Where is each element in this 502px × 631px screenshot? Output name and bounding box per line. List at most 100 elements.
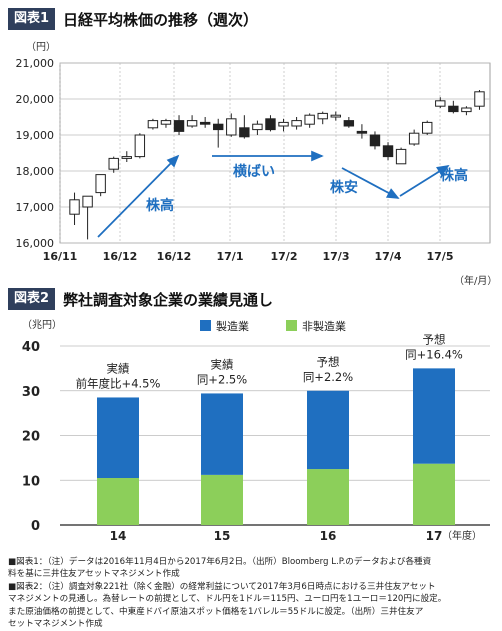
bar-annotation-line2: 前年度比+4.5% — [76, 376, 161, 390]
candle-body — [82, 195, 93, 208]
candle-body — [69, 199, 80, 215]
bar-manufacturing — [201, 393, 243, 475]
candle-body — [265, 118, 276, 131]
candle-body — [147, 120, 159, 129]
fig1-x-tick-label: 17/4 — [375, 250, 402, 263]
legend-label: 製造業 — [216, 319, 249, 333]
bars — [97, 368, 455, 525]
candles — [69, 90, 485, 240]
legend-swatch — [200, 320, 211, 331]
note-line: ■図表1：（注）データは2016年11月4日から2017年6月2日。（出所）Bl… — [8, 557, 432, 567]
fig1-y-tick-label: 21,000 — [16, 57, 55, 70]
fig1-plot-frame — [59, 62, 491, 244]
candle-body — [395, 148, 407, 165]
footnotes: ■図表1：（注）データは2016年11月4日から2017年6月2日。（出所）Bl… — [8, 556, 496, 630]
candle-body — [304, 114, 315, 125]
candle-body — [213, 123, 224, 131]
candle-body — [382, 145, 394, 158]
trend-arrow — [341, 167, 400, 199]
candle-body — [356, 130, 368, 134]
candle-body — [461, 107, 472, 113]
trend-arrows — [97, 150, 450, 238]
bar-nonmanufacturing — [201, 474, 243, 525]
bar-annotation-line2: 同+2.5% — [197, 372, 247, 386]
fig2-y-tick-label: 20 — [22, 430, 40, 445]
fig1-y-unit: （円） — [26, 41, 56, 53]
bar-annotation-line1: 実績 — [107, 361, 130, 375]
candle-body — [343, 120, 355, 127]
fig2-x-tick-label: 17 — [426, 529, 443, 543]
fig2-x-unit: （年度） — [442, 529, 482, 542]
candle-body — [474, 91, 485, 107]
candle-body — [317, 112, 328, 120]
candle-body — [369, 134, 381, 147]
trend-label: 横ばい — [233, 163, 275, 180]
fig1-x-tick-label: 16/12 — [103, 250, 138, 263]
note-line: また原油価格の前提として、中東産ドバイ原油スポット価格を1バレル＝55ドルに設定… — [8, 606, 424, 617]
fig1-y-tick-label: 16,000 — [16, 237, 55, 250]
candle-body — [239, 127, 250, 138]
trend-label: 株安 — [330, 179, 358, 196]
fig1-x-tick-label: 17/1 — [217, 250, 244, 263]
bar-nonmanufacturing — [307, 469, 349, 525]
fig1-x-tick-label: 16/11 — [43, 250, 78, 263]
fig2-y-unit: （兆円） — [22, 319, 62, 331]
fig2-y-tick-label: 10 — [22, 474, 40, 489]
candle-body — [108, 157, 119, 170]
candle-body — [186, 120, 198, 127]
candle-body — [330, 114, 341, 118]
fig1-header: 図表1 日経平均株価の推移（週次） — [8, 8, 258, 30]
bar-annotation-line1: 予想 — [423, 332, 446, 346]
fig2-x-tick-label: 15 — [214, 529, 231, 543]
fig1-x-tick-label: 16/12 — [157, 250, 192, 263]
bar-nonmanufacturing — [413, 463, 455, 525]
fig2-y-tick-label: 30 — [22, 385, 40, 400]
bar-annotation-line1: 予想 — [317, 355, 340, 369]
candle-body — [95, 174, 106, 194]
fig2-x-tick-label: 14 — [110, 529, 127, 543]
fig2-x-ticks: 14 15 16 17 — [110, 529, 443, 543]
trend-label: 株高 — [146, 197, 174, 214]
fig2-x-tick-label: 16 — [320, 529, 337, 543]
fig1-y-tick-label: 19,000 — [16, 129, 55, 142]
note-line: マネジメントの見通し。為替レートの前提として、ドル円を1ドル＝115円、ユーロ円… — [8, 594, 447, 605]
fig2-legend: 製造業 非製造業 — [200, 319, 346, 333]
candle-body — [435, 100, 446, 107]
candlestick-chart: （円） 16,000 17,000 18,000 19,000 20,000 21,000… — [16, 41, 498, 287]
fig2-y-tick-label: 0 — [31, 519, 40, 534]
fig1-x-tick-label: 17/2 — [271, 250, 298, 263]
trend-label: 株高 — [440, 167, 468, 184]
candle-body — [199, 121, 211, 125]
fig2-header: 図表2 弊社調査対象企業の業績見通し — [8, 288, 273, 310]
fig1-y-tick-label: 17,000 — [16, 201, 55, 214]
candle-body — [160, 120, 172, 125]
candle-body — [291, 120, 302, 127]
trend-arrow — [399, 165, 450, 197]
candle-body — [252, 123, 263, 131]
fig2-y-ticks: 0 10 20 30 40 — [22, 340, 40, 534]
bar-manufacturing — [97, 397, 139, 479]
bar-manufacturing — [413, 368, 455, 464]
legend-label: 非製造業 — [302, 319, 346, 333]
note-line: 料を基に三井住友アセットマネジメント作成 — [8, 569, 180, 580]
fig1-x-ticks: 16/11 16/12 16/12 17/1 17/2 17/3 17/4 17/5 — [43, 250, 454, 263]
fig2-title: 弊社調査対象企業の業績見通し — [63, 290, 274, 309]
fig1-title: 日経平均株価の推移（週次） — [63, 10, 259, 29]
legend-swatch — [286, 320, 297, 331]
fig1-x-tick-label: 17/5 — [427, 250, 454, 263]
trend-arrow — [97, 154, 180, 238]
fig1-y-tick-label: 20,000 — [16, 93, 55, 106]
candle-body — [422, 121, 433, 134]
bar-nonmanufacturing — [97, 478, 139, 525]
candle-body — [448, 105, 459, 113]
note-line: ■図表2：（注）調査対象221社（除く金融）の経常利益について2017年3月6日… — [8, 581, 436, 592]
candle-body — [408, 132, 420, 145]
bar-manufacturing — [307, 390, 349, 470]
fig1-y-tick-label: 18,000 — [16, 165, 55, 178]
candle-body — [121, 156, 132, 159]
candle-body — [278, 121, 289, 127]
fig1-y-ticks: 16,000 17,000 18,000 19,000 20,000 21,000 — [16, 57, 55, 250]
fig1-gridlines — [59, 62, 491, 244]
